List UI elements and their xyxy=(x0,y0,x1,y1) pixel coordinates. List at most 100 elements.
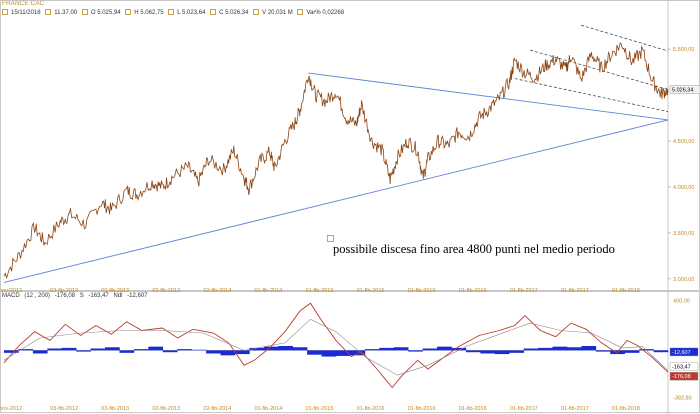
macd-value-label: -12,607 xyxy=(672,350,691,356)
macd-value-box xyxy=(669,362,699,371)
macd-histogram-bar xyxy=(523,348,539,351)
x-tick-label: nov-2012 xyxy=(0,288,22,294)
macd-value: -176,08 xyxy=(54,293,76,299)
macd-histogram-bar xyxy=(624,350,640,353)
header-time: 11.37.00 xyxy=(54,9,78,16)
macd-value-label: -163,47 xyxy=(672,365,691,371)
macd-histogram-bar xyxy=(364,349,380,351)
macd-histogram-bar xyxy=(422,348,438,351)
macd-histogram-bar xyxy=(148,346,164,351)
macd-histogram-bar xyxy=(47,348,63,351)
macd-hist-value: -12,607 xyxy=(127,293,148,299)
macd-histogram-bar xyxy=(437,346,452,351)
header-swatch xyxy=(253,9,260,15)
header-date: 15/11/2018 xyxy=(11,9,41,16)
macd-histogram-bar xyxy=(480,350,496,354)
falling-trendline xyxy=(308,72,669,121)
x-tick-label: 01-fib-2014 xyxy=(254,406,282,412)
macd-histogram-bar xyxy=(350,350,366,356)
macd-histogram-bar xyxy=(595,350,611,352)
macd-histogram-bar xyxy=(191,349,207,351)
x-tick-label: 01-fib-2016 xyxy=(408,406,436,412)
x-tick-label: 01-fib-2018 xyxy=(612,406,640,412)
header-close: C 5.026,34 xyxy=(219,9,249,16)
x-tick-label: 01-fib-2016 xyxy=(408,288,436,294)
macd-histogram-bar xyxy=(336,350,351,356)
x-tick-label: 01-fib-2017 xyxy=(561,288,589,294)
macd-histogram-bar xyxy=(4,350,19,353)
x-tick-label: 02-fib-2014 xyxy=(203,288,231,294)
x-tick-label: 02-fib-2014 xyxy=(203,406,231,412)
header-swatch xyxy=(81,9,88,15)
x-tick-label: 03-fib-2013 xyxy=(101,288,129,294)
macd-hist-label: Ndl xyxy=(113,293,123,299)
x-tick-label: 01-fib-2017 xyxy=(510,288,538,294)
x-tick-label: 01-fib-2015 xyxy=(306,406,334,412)
x-tick-label: 01-fib-2016 xyxy=(357,406,385,412)
channel-line xyxy=(529,49,669,90)
x-tick-label: nov-2012 xyxy=(0,406,22,412)
macd-value-box xyxy=(669,372,699,381)
price-y-tick-label: 4.500,00 xyxy=(673,139,694,145)
macd-histogram-bar xyxy=(278,346,293,351)
macd-signal-value: -163,47 xyxy=(88,293,109,299)
macd-histogram-bar xyxy=(292,347,308,351)
price-y-tick-label: 4.000,00 xyxy=(673,185,694,191)
header-high: H 5.062,75 xyxy=(134,9,164,16)
macd-histogram-bar xyxy=(465,350,481,353)
macd-histogram-bar xyxy=(263,346,279,351)
macd-histogram-bar xyxy=(133,349,149,351)
x-tick-label: 01-fib-2014 xyxy=(254,288,282,294)
macd-histogram-bar xyxy=(307,350,322,355)
macd-histogram-bar xyxy=(220,350,236,356)
x-tick-label: 01-fib-2017 xyxy=(561,406,589,412)
channel-line xyxy=(581,24,669,52)
macd-histogram-bar xyxy=(494,350,510,355)
price-y-tick-label: 3.000,00 xyxy=(673,277,694,283)
macd-histogram-bar xyxy=(90,348,106,351)
ohlc-header: 15/11/2018 11.37.00 O 5.025,94 H 5.062,7… xyxy=(2,9,347,16)
x-tick-label: 01-fib-2016 xyxy=(357,288,385,294)
annotation-marker xyxy=(327,235,334,242)
header-var: Var% 0,02268 xyxy=(306,9,345,16)
x-tick-label: 02-fib-2013 xyxy=(152,288,180,294)
last-price-box xyxy=(669,85,700,94)
macd-histogram-bar xyxy=(177,349,192,351)
macd-histogram-bar xyxy=(76,350,91,352)
macd-histogram-bar xyxy=(162,350,178,353)
macd-histogram-bar xyxy=(581,346,597,351)
macd-value-label: -176,08 xyxy=(672,374,691,380)
header-swatch xyxy=(297,9,304,15)
macd-histogram-bar xyxy=(509,350,524,353)
macd-histogram-bar xyxy=(249,347,265,351)
price-y-tick-label: 5.500,00 xyxy=(673,47,694,53)
channel-line xyxy=(514,78,669,112)
x-tick-label: 03-fib-2013 xyxy=(101,406,129,412)
last-price-label: 5.026,34 xyxy=(672,88,693,94)
x-tick-label: 01-fib-2016 xyxy=(459,406,487,412)
macd-histogram-bar xyxy=(234,350,250,355)
macd-histogram-bar xyxy=(566,347,582,351)
x-tick-label: 03-fib-2012 xyxy=(50,288,78,294)
x-tick-label: 01-fib-2015 xyxy=(306,288,334,294)
macd-value-box xyxy=(669,347,699,357)
header-swatch xyxy=(168,9,175,15)
macd-histogram-bar xyxy=(321,350,337,357)
rising-trendline xyxy=(3,119,669,283)
chart-title: FRANCE CAC xyxy=(2,0,45,7)
header-swatch xyxy=(45,9,52,15)
macd-y-tick-label: -382,80 xyxy=(673,396,692,402)
macd-signal-label: S xyxy=(79,293,84,299)
macd-histogram-bar xyxy=(408,350,423,352)
signal-line xyxy=(3,318,669,376)
macd-histogram-bar xyxy=(105,347,120,351)
macd-histogram-bar xyxy=(32,350,48,354)
macd-name: MACD xyxy=(2,293,20,299)
header-volume: V 20,031 M xyxy=(262,9,293,16)
macd-header: MACD (12 , 200) -176,08 S -163,47 Ndl -1… xyxy=(2,293,151,299)
header-swatch xyxy=(2,9,8,15)
price-series xyxy=(3,42,669,280)
macd-histogram-bar xyxy=(119,350,135,353)
macd-y-tick-label: 400,00 xyxy=(673,299,690,305)
